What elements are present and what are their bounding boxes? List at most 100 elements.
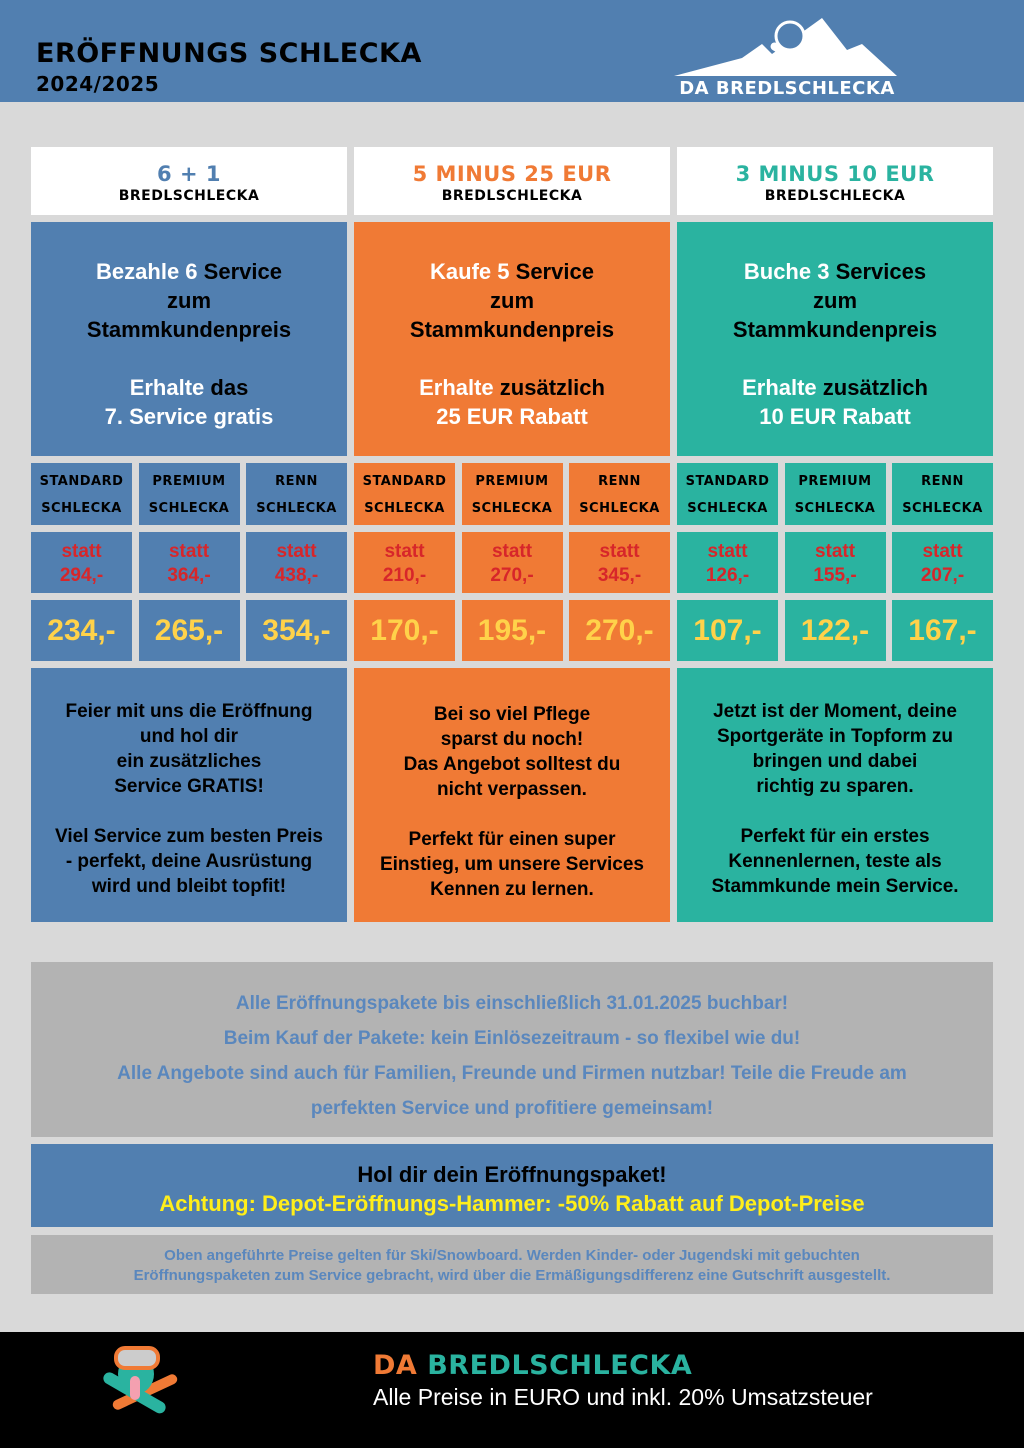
description-line: Kennenlernen, teste als xyxy=(728,851,942,872)
tier-label: SCHLECKA xyxy=(41,501,122,516)
tier-label: STANDARD xyxy=(362,474,447,489)
tier-name: PREMIUM SCHLECKA xyxy=(784,463,886,525)
offer-price: 107,- xyxy=(677,600,778,661)
statt-label: statt xyxy=(491,541,533,562)
brand-name: BREDLSCHLECKA xyxy=(427,1350,693,1381)
info-line: Alle Eröffnungspakete bis einschließlich… xyxy=(235,993,789,1014)
footnote-line: Eröffnungspaketen zum Service gebracht, … xyxy=(133,1267,891,1284)
mascot-logo-icon xyxy=(103,1346,178,1414)
info-line: Alle Angebote sind auch für Familien, Fr… xyxy=(117,1063,907,1084)
description-line: Stammkunde mein Service. xyxy=(711,876,959,897)
old-price: statt 364,- xyxy=(138,532,240,593)
package-title: 6 + 1 xyxy=(157,162,221,186)
description-line: - perfekt, deine Ausrüstung xyxy=(65,851,313,872)
description-line: Perfekt für einen super xyxy=(408,829,616,850)
description-line: Viel Service zum besten Preis xyxy=(55,826,323,847)
description-line: Jetzt ist der Moment, deine xyxy=(713,701,957,722)
info-box: Alle Eröffnungspakete bis einschließlich… xyxy=(31,962,993,1137)
old-price-value: 438,- xyxy=(274,565,319,586)
old-price-value: 126,- xyxy=(705,565,750,586)
promo-text: 7. Service gratis xyxy=(104,404,274,429)
package-subtitle: BREDLSCHLECKA xyxy=(764,188,906,204)
package-description: Bei so viel Pflege sparst du noch! Das Ang… xyxy=(354,668,670,922)
description-line: bringen und dabei xyxy=(752,751,918,772)
tier-label: SCHLECKA xyxy=(471,501,553,516)
tier-name: STANDARD SCHLECKA xyxy=(354,463,455,525)
promo-text: zusätzlich xyxy=(822,375,928,400)
description-line xyxy=(677,799,993,824)
promo-text: Erhalte xyxy=(742,375,823,400)
description-line: sparst du noch! xyxy=(440,729,584,750)
tier-name: RENN SCHLECKA xyxy=(569,463,670,525)
statt-label: statt xyxy=(384,541,425,562)
tier-label: SCHLECKA xyxy=(579,501,660,516)
promo-text: Kaufe 5 xyxy=(430,259,516,284)
tier-name: STANDARD SCHLECKA xyxy=(31,463,132,525)
offer-price: 354,- xyxy=(246,600,347,661)
tier-label: SCHLECKA xyxy=(687,501,768,516)
description-line: Kennen zu lernen. xyxy=(430,879,594,900)
tier-name: STANDARD SCHLECKA xyxy=(677,463,778,525)
cta-banner: Hol dir dein Eröffnungspaket! Achtung: D… xyxy=(31,1144,993,1227)
old-price: statt 207,- xyxy=(892,532,993,593)
description-line: Perfekt für ein erstes xyxy=(740,826,930,847)
promo-text: zum xyxy=(167,288,211,313)
info-line: perfekten Service und profitiere gemeins… xyxy=(310,1098,714,1119)
old-price: statt 270,- xyxy=(461,532,563,593)
tier-label: SCHLECKA xyxy=(148,501,230,516)
old-price-value: 155,- xyxy=(813,565,857,586)
description-line xyxy=(354,802,670,827)
promo-text: 25 EUR Rabatt xyxy=(436,404,588,429)
promo-text: zum xyxy=(490,288,534,313)
description-line: ein zusätzliches xyxy=(116,751,262,772)
tier-label: PREMIUM xyxy=(475,474,549,489)
package-subtitle: BREDLSCHLECKA xyxy=(118,188,260,204)
offer-price: 167,- xyxy=(892,600,993,661)
old-price-value: 207,- xyxy=(920,565,965,586)
statt-label: statt xyxy=(168,541,210,562)
description-line: und hol dir xyxy=(139,726,239,747)
offer-price: 122,- xyxy=(784,600,886,661)
statt-label: statt xyxy=(922,541,963,562)
tier-label: PREMIUM xyxy=(798,474,872,489)
tier-label: PREMIUM xyxy=(152,474,226,489)
package-title-card: 3 MINUS 10 EUR BREDLSCHLECKA xyxy=(677,147,993,215)
tier-label: SCHLECKA xyxy=(256,501,337,516)
footnote-line: Oben angeführte Preise gelten für Ski/Sn… xyxy=(164,1247,860,1264)
tier-name: PREMIUM SCHLECKA xyxy=(138,463,240,525)
old-price-value: 345,- xyxy=(597,565,642,586)
page-title: ERÖFFNUNGS SCHLECKA xyxy=(36,38,422,69)
old-price: statt 294,- xyxy=(31,532,132,593)
tier-label: RENN xyxy=(598,474,641,489)
statt-label: statt xyxy=(599,541,640,562)
old-price-value: 364,- xyxy=(167,565,211,586)
package-title: 3 MINUS 10 EUR xyxy=(735,162,935,186)
description-line: richtig zu sparen. xyxy=(756,776,914,797)
promo-text: Bezahle 6 xyxy=(96,259,204,284)
promo-text: 10 EUR Rabatt xyxy=(759,404,911,429)
package-promo: Bezahle 6 Service zum Stammkundenpreis E… xyxy=(31,222,347,456)
footnote: Oben angeführte Preise gelten für Ski/Sn… xyxy=(31,1235,993,1294)
description-line: Sportgeräte in Topform zu xyxy=(716,726,954,747)
description-line: Bei so viel Pflege xyxy=(433,704,591,725)
footer-brand: DA BREDLSCHLECKA xyxy=(373,1350,692,1381)
season-year: 2024/2025 xyxy=(36,72,160,96)
old-price: statt 210,- xyxy=(354,532,455,593)
description-line: Das Angebot solltest du xyxy=(403,754,621,775)
promo-text: zusätzlich xyxy=(499,375,605,400)
promo-text: Services xyxy=(835,259,927,284)
package-description: Jetzt ist der Moment, deine Sportgeräte i… xyxy=(677,668,993,922)
promo-text: Stammkundenpreis xyxy=(409,317,615,342)
promo-text: zum xyxy=(813,288,857,313)
tier-label: STANDARD xyxy=(39,474,124,489)
offer-price: 270,- xyxy=(569,600,670,661)
old-price-value: 210,- xyxy=(382,565,427,586)
promo-text: das xyxy=(210,375,249,400)
promo-text: Buche 3 xyxy=(743,259,836,284)
promo-text: Service xyxy=(203,259,282,284)
tier-label: RENN xyxy=(275,474,318,489)
footer-tagline: Alle Preise in EURO und inkl. 20% Umsatz… xyxy=(373,1384,873,1410)
tier-label: RENN xyxy=(921,474,964,489)
description-line: Service GRATIS! xyxy=(114,776,264,797)
old-price-value: 270,- xyxy=(490,565,534,586)
